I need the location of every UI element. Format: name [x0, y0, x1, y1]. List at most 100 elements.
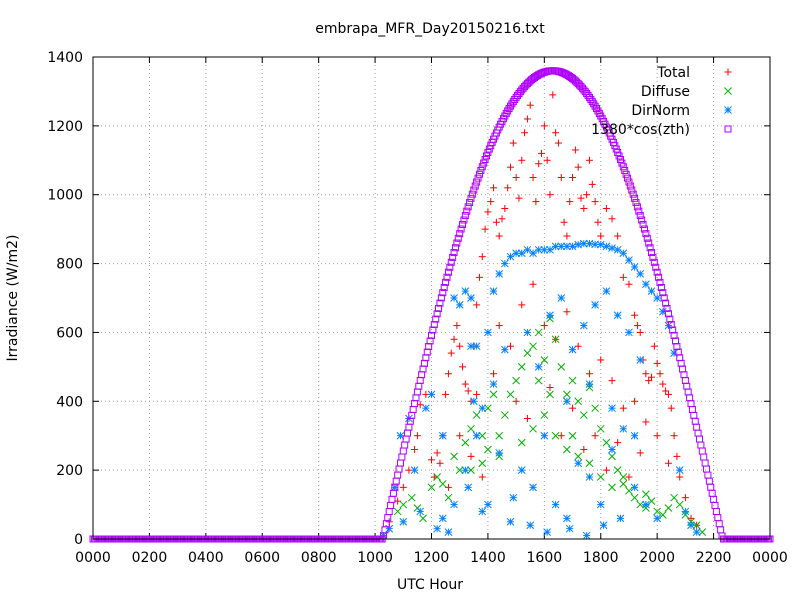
dirnorm-point — [613, 311, 622, 320]
cos-zth-point-box — [642, 230, 650, 238]
cos-zth-point — [387, 501, 395, 509]
diffuse-point — [608, 452, 616, 461]
cos-zth-point — [381, 526, 389, 534]
diffuse-point — [517, 438, 526, 447]
dirnorm-point — [450, 500, 458, 509]
cos-zth-point-box — [619, 163, 627, 171]
cos-zth-point — [401, 441, 409, 449]
cos-zth-point-box — [649, 253, 657, 261]
total-point — [585, 156, 593, 164]
cos-zth-point-box — [415, 382, 423, 390]
cos-zth-point — [399, 447, 407, 455]
diffuse-point-stroke — [489, 390, 498, 399]
cos-zth-point-box — [618, 159, 626, 167]
cos-zth-point — [626, 182, 634, 190]
dirnorm-point-stroke — [563, 514, 571, 523]
total-point — [526, 101, 534, 109]
cos-zth-point — [440, 283, 448, 291]
diffuse-point — [568, 431, 577, 440]
diffuse-point-stroke — [506, 390, 515, 399]
dirnorm-point — [681, 507, 690, 516]
cos-zth-point — [711, 501, 719, 509]
diffuse-point-stroke — [517, 363, 526, 371]
total-point — [464, 387, 472, 395]
cos-zth-point — [697, 441, 705, 449]
diffuse-point — [698, 528, 707, 536]
total-point — [475, 273, 483, 281]
dirnorm-point — [653, 514, 662, 523]
diffuse-point-stroke — [433, 473, 441, 481]
cos-zth-point — [392, 477, 400, 485]
total-point — [664, 390, 672, 398]
cos-zth-point-box — [398, 453, 406, 461]
y-tick-label: 1200 — [47, 119, 83, 135]
cos-zth-point-box — [704, 471, 712, 479]
dirnorm-point — [467, 342, 475, 351]
legend-label: 1380*cos(zth) — [591, 122, 690, 138]
cos-zth-point — [695, 435, 703, 443]
cos-zth-point-box — [686, 394, 694, 402]
dirnorm-point-stroke — [410, 466, 419, 474]
total-point — [504, 184, 512, 192]
dirnorm-point — [517, 466, 526, 474]
diffuse-point-stroke — [484, 404, 492, 413]
cos-zth-point-box — [650, 258, 658, 266]
cos-zth-point — [656, 278, 664, 286]
total-point — [648, 373, 656, 381]
series-total — [385, 91, 701, 529]
dirnorm-point-stroke — [608, 445, 616, 454]
cos-zth-point-box — [633, 203, 641, 211]
dirnorm-point — [427, 390, 436, 399]
y-tick-label: 400 — [56, 394, 83, 410]
diffuse-point-stroke — [619, 473, 628, 481]
cos-zth-point-box — [683, 382, 691, 390]
total-point — [456, 432, 464, 440]
dirnorm-point-stroke — [675, 466, 684, 474]
cos-zth-point — [467, 194, 475, 202]
cos-zth-point-box — [450, 249, 458, 257]
diffuse-point — [596, 424, 605, 433]
legend-marker — [724, 125, 732, 133]
cos-zth-point — [715, 520, 723, 528]
diffuse-point — [579, 411, 588, 419]
dirnorm-point — [630, 263, 639, 271]
dirnorm-point — [450, 294, 458, 302]
diffuse-point-stroke — [596, 473, 605, 481]
cos-zth-point — [459, 220, 467, 228]
diffuse-point — [642, 490, 650, 499]
cos-zth-point — [619, 163, 627, 171]
cos-zth-point-box — [478, 163, 486, 171]
cos-zth-point-box — [457, 225, 465, 233]
dirnorm-point-stroke — [636, 356, 645, 364]
dirnorm-point-stroke — [517, 249, 526, 258]
dirnorm-point — [692, 528, 701, 536]
dirnorm-point — [563, 514, 571, 523]
diffuse-point — [574, 397, 583, 406]
dirnorm-point-stroke — [495, 270, 504, 278]
diffuse-point — [585, 459, 594, 468]
total-point — [594, 218, 602, 226]
cos-zth-point — [666, 315, 674, 323]
dirnorm-point — [444, 528, 453, 536]
cos-zth-point-box — [628, 186, 636, 194]
diffuse-point — [692, 521, 701, 530]
cos-zth-point-box — [663, 304, 671, 312]
dirnorm-point — [579, 321, 588, 330]
cos-zth-point-box — [422, 354, 430, 362]
diffuse-point-stroke — [642, 490, 650, 499]
cos-zth-point-box — [698, 447, 706, 455]
total-point — [574, 163, 582, 171]
cos-zth-point — [615, 152, 623, 160]
cos-zth-point-box — [480, 159, 488, 167]
diffuse-point — [478, 459, 487, 468]
cos-zth-point — [463, 207, 471, 215]
diffuse-point — [675, 500, 684, 509]
y-tick-label: 600 — [56, 325, 83, 341]
total-point — [506, 163, 514, 171]
diffuse-point-stroke — [407, 493, 416, 502]
cos-zth-point-box — [456, 230, 464, 238]
cos-zth-point — [643, 234, 651, 242]
y-tick-label: 0 — [74, 532, 83, 548]
total-point — [670, 432, 678, 440]
dirnorm-point-stroke — [681, 507, 690, 516]
